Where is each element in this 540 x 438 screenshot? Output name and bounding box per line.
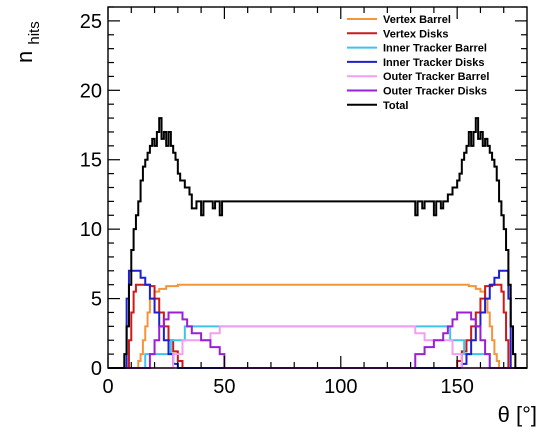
y-tick-label: 15 (80, 150, 102, 172)
y-tick-label: 10 (80, 219, 102, 241)
x-tick-label: 0 (102, 376, 113, 398)
series-line-total (108, 117, 527, 369)
y-tick-label: 20 (80, 80, 102, 102)
legend-label: Inner Tracker Barrel (383, 43, 487, 55)
x-tick-label: 50 (213, 376, 235, 398)
y-tick-label: 5 (91, 289, 102, 311)
x-tick-label: 100 (324, 376, 357, 398)
x-axis-title: θ [°] (498, 402, 537, 427)
legend-label: Vertex Disks (383, 28, 448, 40)
y-axis-title: n hits (12, 21, 43, 63)
legend-label: Outer Tracker Disks (383, 86, 487, 98)
y-axis-title-subscript: hits (26, 21, 43, 44)
legend: Vertex Barrel Vertex Disks Inner Tracker B… (347, 14, 489, 112)
legend-label: Vertex Barrel (383, 14, 451, 26)
series-layer (108, 117, 527, 369)
legend-label: Outer Tracker Barrel (383, 71, 489, 83)
y-axis-title-main: n (12, 51, 37, 63)
x-tick-label: 150 (440, 376, 473, 398)
series-line-vertex-barrel (108, 283, 527, 369)
series-line-outer-tracker-barrel (108, 325, 527, 369)
tick-layer: 0 50 100 150 0 5 10 15 20 25 (80, 6, 527, 398)
y-tick-label: 25 (80, 11, 102, 33)
legend-label: Total (383, 100, 408, 112)
y-tick-label: 0 (91, 358, 102, 380)
series-line-inner-tracker-barrel (108, 325, 527, 369)
legend-label: Inner Tracker Disks (383, 57, 485, 69)
